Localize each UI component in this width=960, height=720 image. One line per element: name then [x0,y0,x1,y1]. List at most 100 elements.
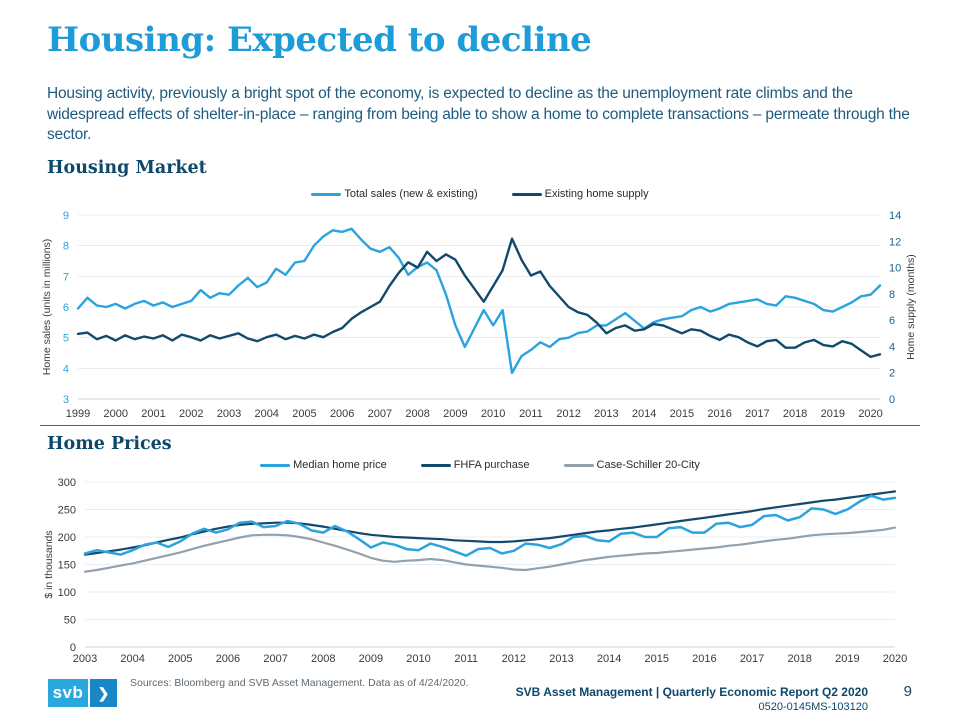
y-tick-label-right: 8 [889,289,895,301]
y-tick-label-right: 6 [889,315,895,327]
median-price-line-swatch [260,463,291,467]
x-tick-label: 1999 [66,408,90,420]
legend-label: Existing home supply [544,188,649,200]
legend-label: FHFA purchase [453,459,530,471]
x-tick-label: 2013 [549,653,573,665]
y-tick-label-left: 7 [63,271,69,283]
x-tick-label: 2011 [454,653,478,665]
y-tick-label-left: 5 [63,333,69,345]
series-case-schiller-20-city-line [83,526,897,573]
sources-note: Sources: Bloomberg and SVB Asset Managem… [130,677,469,689]
page-title: Housing: Expected to decline [47,20,592,60]
x-tick-label: 2010 [406,653,430,665]
x-tick-label: 2014 [597,653,621,665]
y-tick-label-right: 2 [889,368,895,380]
legend-label: Median home price [293,459,387,471]
y-tick-label-right: 10 [889,263,901,275]
y-tick-label-left: 0 [70,642,76,654]
series-fhfa-purchase-line [83,490,897,556]
y-axis-title-right: Home supply (months) [905,254,917,360]
y-tick-label-right: 4 [889,341,895,353]
legend-label: Case-Schiller 20-City [596,459,700,471]
x-tick-label: 2019 [835,653,859,665]
x-tick-label: 2008 [311,653,335,665]
x-tick-label: 2010 [481,408,505,420]
series-median-home-price-line [83,494,897,557]
y-tick-label-right: 0 [889,394,895,406]
legend-label: Total sales (new & existing) [344,188,478,200]
y-tick-label-right: 12 [889,236,901,248]
x-tick-label: 2020 [858,408,882,420]
housing-market-legend: Total sales (new & existing) Existing ho… [0,188,960,200]
y-tick-label-left: 200 [58,532,76,544]
home-prices-chart: 0 50 100 150 200 250 300 2003 2004 2005 2006 2007 20… [43,477,907,665]
series-total-sales-new-existing-line [76,227,882,375]
x-tick-label: 2004 [254,408,278,420]
intro-paragraph: Housing activity, previously a bright sp… [47,85,910,144]
x-tick-label: 2014 [632,408,656,420]
x-tick-label: 2008 [405,408,429,420]
x-tick-label: 2009 [359,653,383,665]
y-tick-label-left: 50 [64,615,76,627]
x-tick-label: 2016 [692,653,716,665]
x-tick-label: 2015 [670,408,694,420]
x-tick-label: 2001 [141,408,165,420]
housing-market-chart: 3 4 5 6 7 8 9 0 2 4 6 8 10 12 14 1999 2000 2001 2002 2003 20… [41,210,917,420]
x-tick-label: 2019 [821,408,845,420]
x-tick-label: 2018 [783,408,807,420]
page-number: 9 [903,683,912,700]
home-prices-heading: Home Prices [47,434,172,454]
x-tick-label: 2013 [594,408,618,420]
x-tick-label: 2017 [740,653,764,665]
svb-logo-chevron-icon: ❯ [90,679,117,707]
y-tick-label-left: 250 [58,505,76,517]
svb-logo: svb ❯ [48,679,117,707]
x-tick-label: 2006 [216,653,240,665]
y-tick-label-left: 100 [58,587,76,599]
x-tick-label: 2000 [103,408,127,420]
y-tick-label-left: 300 [58,477,76,489]
y-tick-label-left: 4 [63,363,69,375]
x-tick-label: 2005 [292,408,316,420]
x-tick-label: 2009 [443,408,467,420]
x-tick-label: 2020 [883,653,907,665]
y-tick-label-right: 14 [889,210,901,222]
legend-item-total-sales: Total sales (new & existing) [311,188,478,200]
x-tick-label: 2015 [645,653,669,665]
legend-item-median-price: Median home price [260,459,387,471]
x-tick-label: 2017 [745,408,769,420]
y-tick-label-left: 8 [63,241,69,253]
x-tick-label: 2011 [519,408,543,420]
y-tick-label-left: 150 [58,560,76,572]
report-title: SVB Asset Management | Quarterly Economi… [515,685,868,699]
x-tick-label: 2012 [556,408,580,420]
x-tick-label: 2006 [330,408,354,420]
home-prices-legend: Median home price FHFA purchase Case-Sch… [0,459,960,471]
x-tick-label: 2003 [217,408,241,420]
legend-item-case-schiller: Case-Schiller 20-City [563,459,700,471]
x-tick-label: 2004 [120,653,144,665]
case-schiller-line-swatch [563,463,594,467]
y-axis-title-left: $ in thousands [43,530,55,598]
fhfa-line-swatch [420,463,451,467]
y-axis-title-left: Home sales (units in millions) [41,239,53,376]
x-tick-label: 2007 [263,653,287,665]
svb-logo-mark: svb [48,679,88,707]
x-tick-label: 2007 [368,408,392,420]
home-supply-line-swatch [511,192,542,196]
legend-item-home-supply: Existing home supply [511,188,649,200]
y-tick-label-left: 3 [63,394,69,406]
x-tick-label: 2018 [787,653,811,665]
x-tick-label: 2012 [502,653,526,665]
housing-market-heading: Housing Market [47,158,207,178]
legend-item-fhfa: FHFA purchase [420,459,530,471]
series-existing-home-supply-line [76,237,882,359]
x-tick-label: 2002 [179,408,203,420]
x-tick-label: 2016 [707,408,731,420]
total-sales-line-swatch [311,192,342,196]
y-tick-label-left: 6 [63,302,69,314]
x-tick-label: 2005 [168,653,192,665]
x-tick-label: 2003 [73,653,97,665]
y-tick-label-left: 9 [63,210,69,222]
